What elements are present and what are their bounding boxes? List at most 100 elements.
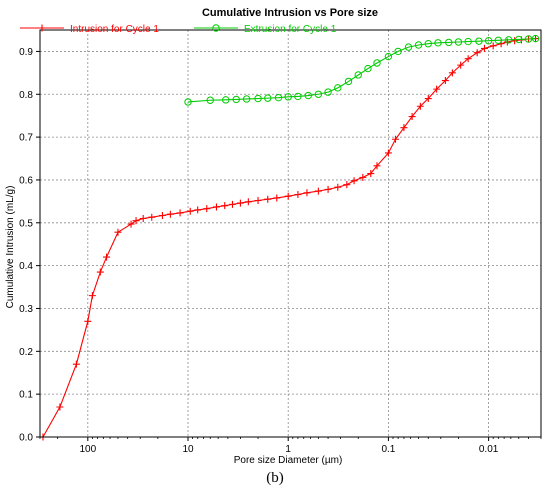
data-point-circle xyxy=(414,41,423,49)
data-point-circle xyxy=(394,47,402,56)
data-point-plus xyxy=(457,61,465,69)
y-tick-label: 0.3 xyxy=(19,304,33,315)
x-tick-label: 0.1 xyxy=(381,444,395,455)
data-point-plus xyxy=(294,191,302,199)
data-point-plus xyxy=(464,55,472,63)
series-line-2 xyxy=(187,38,536,103)
data-point-plus xyxy=(194,206,202,214)
x-axis-label: Pore size Diameter (µm) xyxy=(234,455,343,466)
data-point-circle xyxy=(254,94,262,103)
x-tick-label: 1 xyxy=(285,444,291,455)
figure-caption: (b) xyxy=(266,470,284,486)
data-point-circle xyxy=(424,40,432,48)
data-point-plus xyxy=(334,183,342,191)
grid xyxy=(40,30,541,437)
data-point-plus xyxy=(84,317,92,325)
data-point-circle xyxy=(274,93,283,102)
y-tick-label: 0.2 xyxy=(19,347,33,358)
data-point-plus xyxy=(384,149,392,157)
data-point-plus xyxy=(480,44,488,52)
data-point-plus xyxy=(303,189,311,197)
y-tick-label: 0.8 xyxy=(19,90,33,101)
data-point-plus xyxy=(448,69,456,77)
y-tick-label: 0.7 xyxy=(19,133,33,144)
data-point-plus xyxy=(359,173,367,181)
legend-marker-plus xyxy=(38,24,46,32)
data-point-plus xyxy=(373,162,381,170)
data-point-circle xyxy=(524,35,533,43)
data-point-plus xyxy=(186,207,194,215)
data-point-circle xyxy=(294,92,302,101)
data-point-plus xyxy=(236,199,244,207)
data-point-plus xyxy=(284,192,292,200)
data-point-circle xyxy=(264,94,272,102)
data-point-plus xyxy=(264,195,272,203)
data-point-plus xyxy=(350,177,358,185)
data-point-plus xyxy=(96,268,104,276)
x-tick-label: 10 xyxy=(182,444,194,455)
data-point-circle xyxy=(232,95,240,104)
legend-item-2: Extrusion for Cycle 1 xyxy=(194,24,337,35)
y-tick-label: 0.1 xyxy=(19,390,33,401)
y-tick-label: 0.5 xyxy=(19,218,33,229)
data-point-plus xyxy=(416,102,424,110)
data-point-circle xyxy=(222,96,230,104)
data-point-circle xyxy=(484,37,493,45)
data-point-circle xyxy=(434,39,442,47)
legend-item-1: Intrusion for Cycle 1 xyxy=(20,24,159,35)
y-axis-label: Cumulative Intrusion (mL/g) xyxy=(5,186,16,309)
data-point-plus xyxy=(166,210,174,218)
data-point-circle xyxy=(184,98,192,106)
data-point-circle xyxy=(354,71,362,79)
data-point-plus xyxy=(244,198,252,206)
data-point-circle xyxy=(445,38,453,47)
data-point-plus xyxy=(56,403,64,411)
y-tick-label: 0.0 xyxy=(19,433,33,444)
data-point-circle xyxy=(531,34,540,43)
data-point-plus xyxy=(176,209,184,217)
legend: Intrusion for Cycle 1 Extrusion for Cycle… xyxy=(20,24,337,35)
axes: 100 10 1 0.1 0.01 0.0 0.1 0.2 0.3 0.4 0.5 0.6 0.7 0.8… xyxy=(19,29,542,455)
data-point-plus xyxy=(114,228,122,236)
data-point-plus xyxy=(103,253,111,261)
data-point-circle xyxy=(206,96,214,104)
series-layer xyxy=(39,34,540,441)
data-point-plus xyxy=(221,202,229,210)
plot-area-frame xyxy=(39,29,542,438)
data-point-circle xyxy=(515,35,523,44)
data-point-circle xyxy=(304,91,313,100)
data-point-circle xyxy=(373,59,381,67)
data-point-circle xyxy=(242,95,251,103)
data-point-plus xyxy=(433,85,441,93)
x-tick-label: 0.01 xyxy=(479,444,499,455)
data-point-plus xyxy=(127,220,135,228)
data-point-circle xyxy=(364,64,372,73)
data-point-plus xyxy=(343,181,351,189)
data-point-circle xyxy=(344,77,353,86)
data-point-circle xyxy=(384,52,393,61)
data-point-plus xyxy=(273,194,281,202)
legend-marker-circle xyxy=(212,24,220,32)
data-point-circle xyxy=(284,93,292,101)
data-point-plus xyxy=(391,135,399,143)
data-point-plus xyxy=(441,77,449,85)
data-point-circle xyxy=(494,36,503,44)
data-point-plus xyxy=(148,213,156,221)
data-point-plus xyxy=(408,113,416,121)
data-point-plus xyxy=(324,185,332,193)
data-point-circle xyxy=(324,88,332,96)
data-point-circle xyxy=(314,90,323,98)
data-point-plus xyxy=(212,203,220,211)
data-point-plus xyxy=(88,292,96,300)
chart-title: Cumulative Intrusion vs Pore size xyxy=(202,7,378,19)
data-point-plus xyxy=(367,170,375,178)
data-point-circle xyxy=(464,37,472,46)
data-point-circle xyxy=(334,84,342,92)
data-point-plus xyxy=(139,215,147,223)
data-point-plus xyxy=(203,205,211,213)
data-point-plus xyxy=(158,212,166,220)
data-point-plus xyxy=(72,360,80,368)
data-point-plus xyxy=(228,200,236,208)
y-tick-label: 0.6 xyxy=(19,175,33,186)
legend-label: Extrusion for Cycle 1 xyxy=(244,24,337,35)
